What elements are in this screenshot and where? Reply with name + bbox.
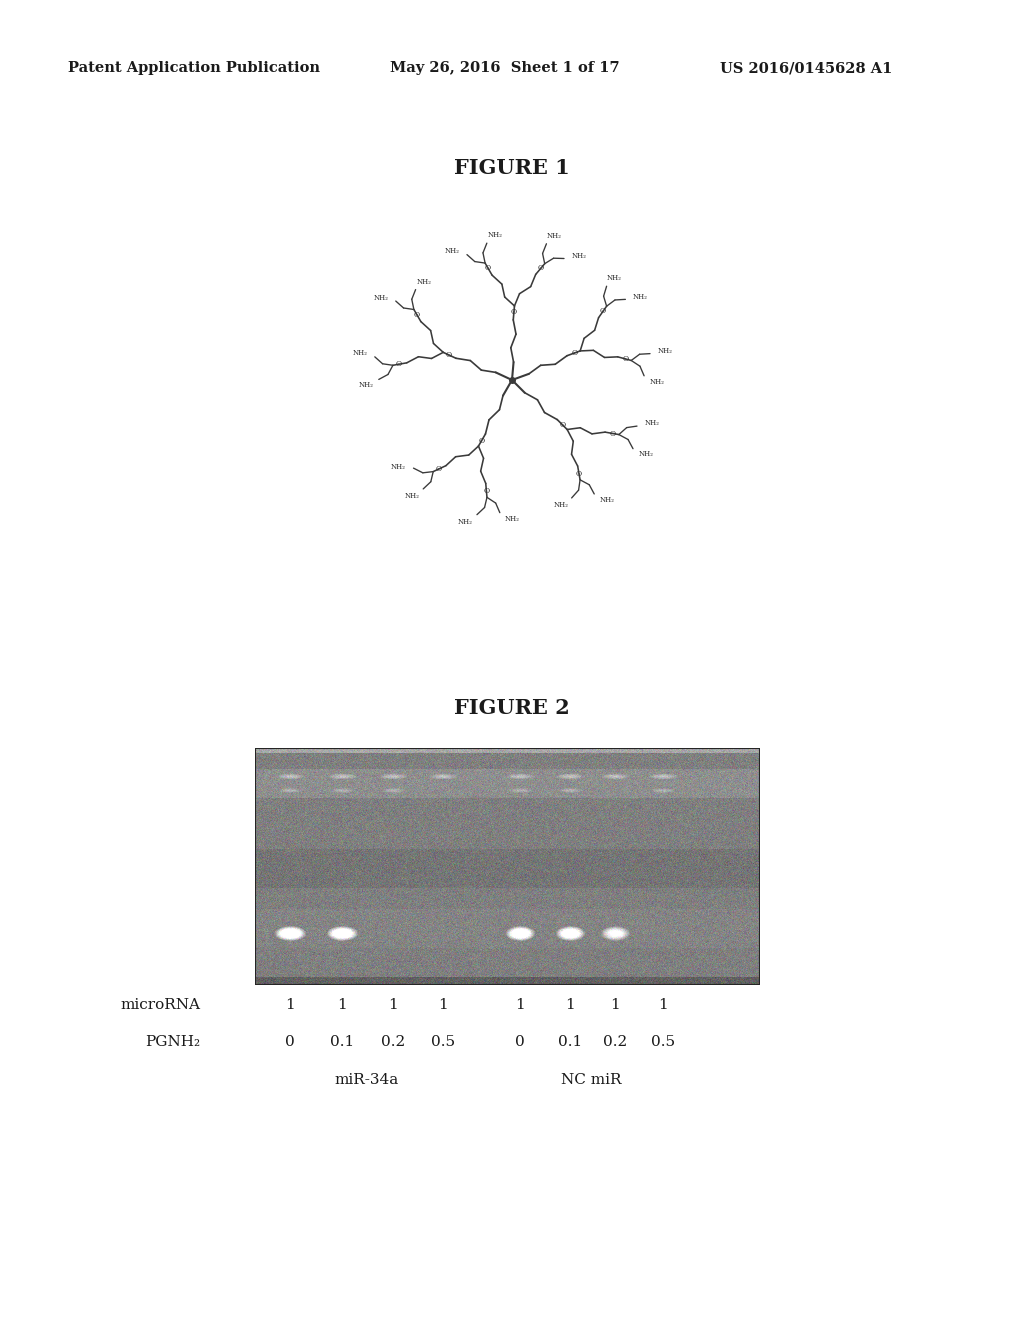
Text: Patent Application Publication: Patent Application Publication [68, 61, 319, 75]
Text: 0.2: 0.2 [603, 1035, 627, 1049]
Bar [255, 748, 760, 985]
Text: O: O [571, 348, 578, 356]
Text: microRNA: microRNA [120, 998, 200, 1012]
Text: NH₂: NH₂ [649, 378, 665, 385]
Text: 1: 1 [658, 998, 668, 1012]
Text: 0.2: 0.2 [381, 1035, 406, 1049]
Text: O: O [575, 470, 582, 478]
Text: FIGURE 2: FIGURE 2 [454, 698, 570, 718]
Text: 1: 1 [285, 998, 295, 1012]
Text: O: O [610, 429, 616, 437]
Text: NH₂: NH₂ [358, 381, 373, 389]
Text: May 26, 2016  Sheet 1 of 17: May 26, 2016 Sheet 1 of 17 [390, 61, 620, 75]
Text: O: O [511, 308, 517, 315]
Text: NH₂: NH₂ [487, 231, 503, 239]
Text: 0: 0 [515, 1035, 525, 1049]
Text: O: O [600, 308, 606, 315]
Text: 0.5: 0.5 [431, 1035, 455, 1049]
Text: NH₂: NH₂ [633, 293, 648, 301]
Text: NH₂: NH₂ [606, 275, 622, 282]
Text: NH₂: NH₂ [374, 293, 388, 302]
Text: O: O [445, 351, 452, 359]
Text: 1: 1 [388, 998, 398, 1012]
Text: 1: 1 [438, 998, 447, 1012]
Text: NH₂: NH₂ [639, 450, 653, 458]
Text: 0.5: 0.5 [651, 1035, 675, 1049]
Text: NH₂: NH₂ [553, 502, 568, 510]
Text: O: O [395, 360, 401, 368]
Text: NH₂: NH₂ [352, 350, 368, 358]
Text: NH₂: NH₂ [547, 232, 562, 240]
Text: 0.1: 0.1 [558, 1035, 582, 1049]
Text: O: O [538, 264, 544, 272]
Text: FIGURE 1: FIGURE 1 [454, 158, 570, 178]
Text: NH₂: NH₂ [657, 347, 673, 355]
Text: NH₂: NH₂ [458, 517, 473, 525]
Text: 1: 1 [565, 998, 574, 1012]
Text: NH₂: NH₂ [444, 247, 460, 255]
Text: 1: 1 [610, 998, 620, 1012]
Text: PGNH₂: PGNH₂ [144, 1035, 200, 1049]
Text: O: O [483, 487, 489, 495]
Text: NH₂: NH₂ [505, 515, 520, 523]
Text: O: O [435, 465, 441, 473]
Text: NH₂: NH₂ [600, 495, 614, 504]
Text: 1: 1 [515, 998, 525, 1012]
Text: NH₂: NH₂ [644, 418, 659, 426]
Text: NH₂: NH₂ [391, 463, 406, 471]
Text: NH₂: NH₂ [571, 252, 587, 260]
Text: 1: 1 [337, 998, 347, 1012]
Text: O: O [478, 437, 484, 445]
Text: O: O [560, 421, 566, 429]
Text: O: O [414, 310, 420, 318]
Text: NH₂: NH₂ [417, 277, 431, 285]
Text: 0.1: 0.1 [330, 1035, 354, 1049]
Text: NC miR: NC miR [561, 1073, 622, 1086]
Text: 0: 0 [285, 1035, 295, 1049]
Text: US 2016/0145628 A1: US 2016/0145628 A1 [720, 61, 892, 75]
Text: miR-34a: miR-34a [335, 1073, 398, 1086]
Text: O: O [623, 355, 629, 363]
Text: O: O [485, 264, 492, 272]
Text: NH₂: NH₂ [404, 492, 419, 500]
